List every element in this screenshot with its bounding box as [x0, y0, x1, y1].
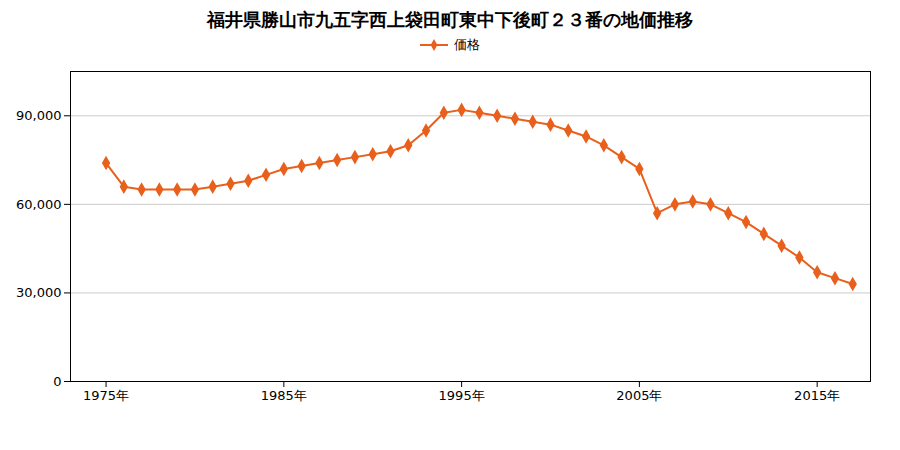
svg-text:30,000: 30,000 [16, 285, 62, 300]
svg-text:90,000: 90,000 [16, 108, 62, 123]
svg-text:2015年: 2015年 [794, 388, 840, 403]
svg-text:1995年: 1995年 [439, 388, 485, 403]
svg-text:2005年: 2005年 [616, 388, 662, 403]
svg-text:1975年: 1975年 [83, 388, 129, 403]
svg-text:60,000: 60,000 [16, 197, 62, 212]
svg-text:1985年: 1985年 [261, 388, 307, 403]
html-text:価格: 価格 [454, 37, 480, 52]
svg-text:0: 0 [53, 374, 61, 389]
html-text:福井県勝山市九五字西上袋田町東中下後町２３番の地価推移: 福井県勝山市九五字西上袋田町東中下後町２３番の地価推移 [207, 9, 693, 30]
